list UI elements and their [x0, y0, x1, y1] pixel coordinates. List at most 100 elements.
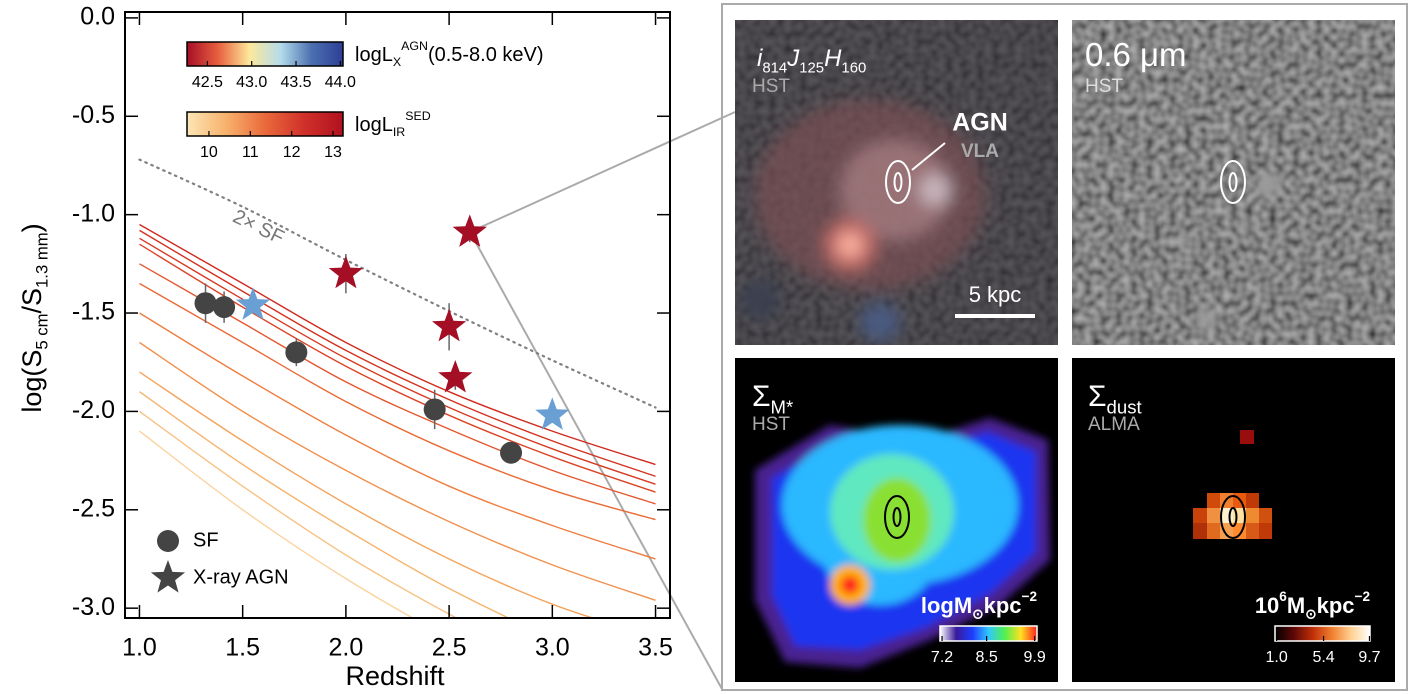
x-tick-label: 3.0 — [535, 634, 570, 662]
panel-source: HST — [1085, 76, 1123, 97]
model-track — [139, 237, 656, 485]
connector — [469, 231, 723, 690]
colorbar-tick-label: 13 — [324, 144, 342, 161]
text-part: log(S — [17, 350, 47, 413]
model-track — [139, 341, 656, 601]
text-part: 1.3 mm — [33, 232, 52, 288]
colorbar-label: logLIRSED — [355, 109, 431, 139]
colorbar-tick-label: 7.2 — [931, 649, 953, 666]
plot-frame — [124, 11, 671, 619]
text-part: −2 — [1355, 589, 1371, 604]
x-tick-label: 2.5 — [432, 634, 467, 662]
colorbar-tick-label: 5.4 — [1312, 649, 1334, 666]
colorbar-label: logM⊙kpc−2 — [921, 589, 1038, 622]
legend-label: SF — [193, 529, 219, 551]
reference-label: 2× SF — [229, 206, 287, 249]
colorbar-label: 106M⊙kpc−2 — [1255, 589, 1371, 622]
text-part: AGN — [401, 39, 428, 53]
text-part: i — [757, 45, 763, 72]
plot-area — [138, 158, 657, 618]
colorbar-tick-label: 43.5 — [280, 74, 311, 91]
stellar-mass-map — [735, 358, 1058, 682]
panel-source: HST — [752, 76, 790, 97]
text-part: M — [1287, 593, 1305, 618]
text-part: /S — [17, 288, 47, 314]
text-part: 10 — [1255, 593, 1279, 618]
marker-label: AGN — [952, 109, 1008, 137]
text-part: 160 — [841, 60, 866, 76]
y-axis-title: log(S5 cm/S1.3 mm) — [17, 223, 52, 412]
circle-marker — [285, 341, 308, 364]
model-track — [139, 312, 656, 560]
model-track — [139, 430, 415, 618]
circle-marker — [500, 441, 523, 464]
text-part: J — [786, 45, 800, 72]
colorbar-tick-label: 44.0 — [325, 74, 356, 91]
colorbar-tick-label: 12 — [283, 144, 301, 161]
text-part: Σ — [752, 380, 771, 413]
colorbar — [1274, 625, 1371, 642]
panel-title: Σdust — [1088, 380, 1143, 417]
text-part: 5 cm — [33, 313, 52, 349]
circle-marker — [423, 398, 446, 421]
star-marker — [328, 255, 363, 289]
colorbar-tick-label: 10 — [200, 144, 218, 161]
text-part: (0.5-8.0 keV) — [428, 44, 544, 66]
marker-source: VLA — [961, 141, 999, 162]
colorbar-tick-label: 1.0 — [1265, 649, 1287, 666]
hst-color-image — [735, 20, 1058, 345]
scale-bar-label: 5 kpc — [969, 282, 1022, 307]
circle-marker — [213, 296, 236, 319]
text-part: ⊙ — [972, 606, 983, 621]
text-part: logM — [921, 593, 972, 618]
panel-title: ΣM* — [752, 380, 793, 417]
colorbar-label: logLXAGN(0.5-8.0 keV) — [355, 39, 544, 69]
text-part: 6 — [1279, 589, 1287, 604]
colorbar-tick-label: 8.5 — [975, 649, 997, 666]
colorbar-tick-label: 43.0 — [236, 74, 267, 91]
text-part: logL — [355, 44, 393, 66]
colorbar-tick-label: 42.5 — [192, 74, 223, 91]
star-marker — [438, 360, 473, 393]
star-marker — [150, 560, 186, 593]
text-part: kpc — [984, 593, 1022, 618]
text-part: IR — [393, 125, 405, 139]
panel-source: ALMA — [1088, 414, 1140, 435]
text-part: −2 — [1022, 589, 1038, 604]
text-part: 0.6 μm — [1085, 36, 1187, 73]
text-part: 125 — [799, 60, 824, 76]
model-track — [139, 282, 656, 521]
x-tick-label: 2.0 — [329, 634, 364, 662]
colorbar — [939, 625, 1038, 642]
model-track — [139, 371, 595, 618]
text-part: 814 — [762, 60, 787, 76]
y-tick-label: -3.0 — [72, 593, 115, 621]
colorbar-tick-label: 9.7 — [1358, 649, 1380, 666]
y-tick-label: -1.5 — [72, 298, 115, 326]
x-axis-title: Redshift — [345, 661, 445, 691]
colorbar — [186, 111, 344, 137]
x-tick-label: 3.5 — [638, 634, 673, 662]
panel-source: HST — [752, 414, 790, 435]
model-track — [139, 410, 458, 618]
star-marker — [235, 287, 271, 320]
connector — [469, 111, 736, 233]
text-part: dust — [1107, 396, 1143, 417]
reference-curve — [138, 158, 657, 409]
text-part: M* — [771, 396, 794, 417]
star-marker — [452, 214, 487, 247]
text-part: ) — [17, 223, 47, 232]
text-part: SED — [405, 109, 431, 123]
colorbar-tick-label: 11 — [242, 144, 259, 161]
legend-label: X-ray AGN — [193, 566, 289, 588]
x-tick-label: 1.0 — [122, 634, 157, 662]
y-tick-label: -2.0 — [72, 396, 115, 424]
text-part: X — [393, 55, 401, 69]
circle-marker — [194, 292, 217, 315]
colorbar — [186, 41, 344, 67]
colorbar-tick-label: 9.9 — [1023, 649, 1045, 666]
model-track — [139, 263, 656, 505]
text-part: kpc — [1317, 593, 1355, 618]
